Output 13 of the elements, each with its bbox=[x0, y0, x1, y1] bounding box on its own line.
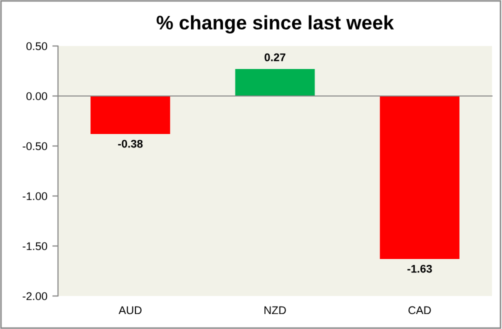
data-label: -0.38 bbox=[118, 140, 143, 148]
y-tick-label: -1.50 bbox=[22, 242, 48, 250]
data-label: -1.63 bbox=[407, 264, 432, 273]
x-tick-label: AUD bbox=[118, 306, 142, 314]
data-label: 0.27 bbox=[264, 53, 286, 62]
y-tick-label: 0.50 bbox=[26, 42, 48, 50]
y-tick-label: -0.50 bbox=[22, 142, 48, 150]
y-tick-label: -1.00 bbox=[22, 192, 48, 200]
x-tick-label: NZD bbox=[264, 306, 286, 314]
y-tick-label: -2.00 bbox=[22, 292, 48, 300]
x-tick-label: CAD bbox=[408, 306, 431, 314]
chart-title: % change since last week bbox=[156, 15, 394, 34]
y-tick-label: 0.00 bbox=[26, 92, 48, 100]
